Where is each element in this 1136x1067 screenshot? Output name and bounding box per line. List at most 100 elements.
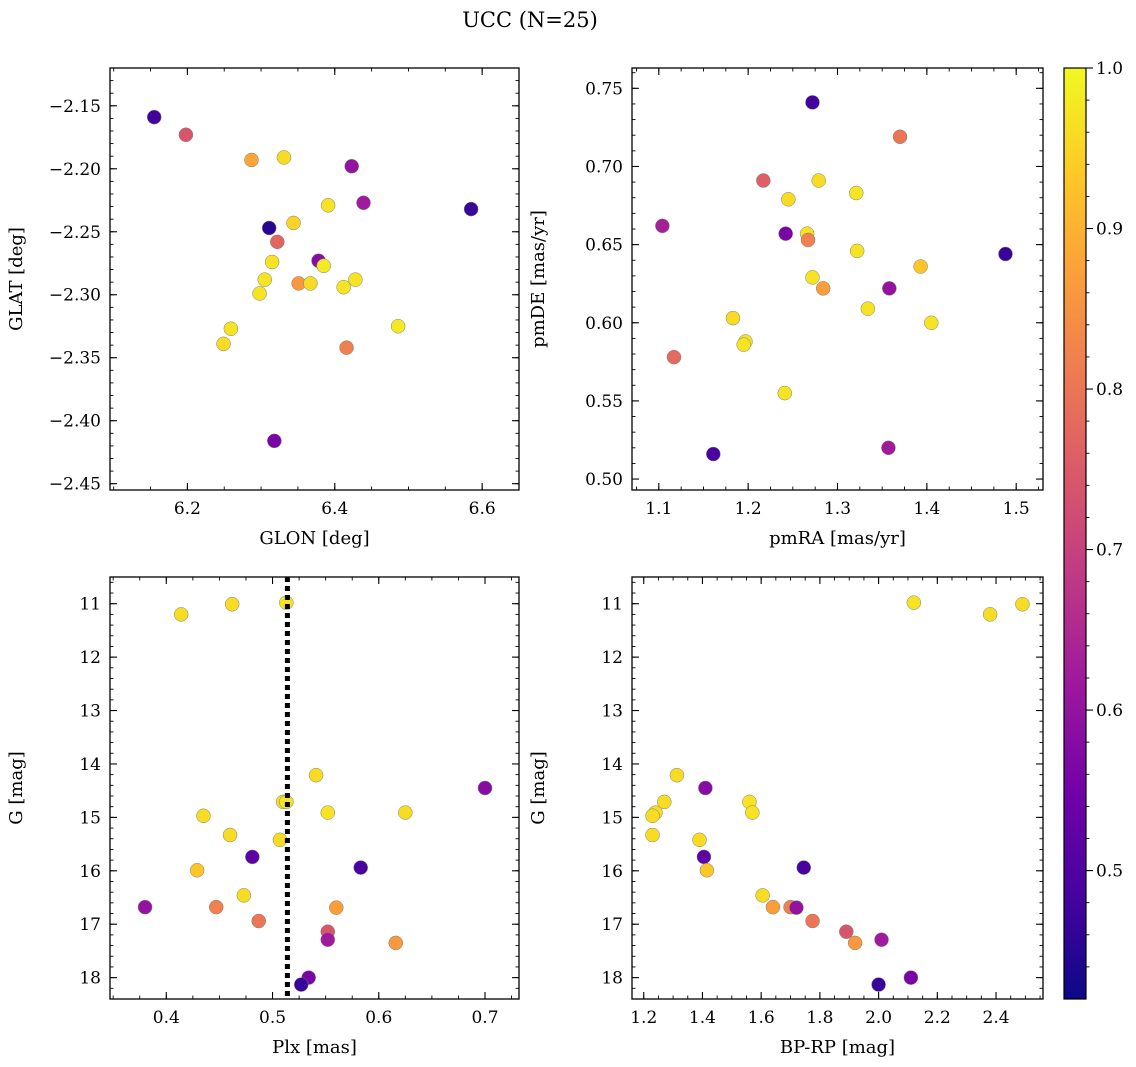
x-tick-label: 6.4 [321,499,348,519]
scatter-point [293,977,309,992]
x-axis-label: pmRA [mas/yr] [769,528,906,549]
scatter-point [903,970,919,985]
scatter-point [344,159,359,174]
scatter-point [789,900,804,915]
scatter-point [698,780,713,796]
colorbar-tick-label: 0.7 [1096,541,1123,561]
colorbar: 0.5 0.6 0.7 0.8 0.9 1.0 [1063,59,1123,1000]
y-tick-label: −2.40 [49,412,101,432]
scatter-point [756,173,771,188]
y-tick-label: 18 [601,969,623,989]
scatter-point [261,220,277,236]
x-tick-label: 2.2 [924,1008,951,1028]
y-tick-label: −2.30 [49,286,101,306]
scatter-point [303,276,318,291]
data-layer [146,109,479,449]
y-tick-label: 12 [601,648,623,668]
scatter-point [913,259,928,274]
y-axis-label: GLAT [deg] [6,227,27,331]
y-tick-label: 11 [601,595,623,615]
scatter-point [1015,596,1030,612]
colorbar-gradient [1063,67,1087,1000]
scatter-point [815,281,831,296]
data-layer [655,95,1013,462]
scatter-point [173,607,189,622]
scatter-point [224,596,240,612]
scatter-point [805,913,820,929]
scatter-point [881,440,896,456]
scatter-point [178,127,194,143]
scatter-point [755,888,770,903]
x-tick-label: 1.1 [645,499,672,519]
scatter-point [860,301,876,316]
scatter-point [765,899,781,915]
y-tick-label: 18 [79,969,101,989]
y-tick-label: −2.15 [49,97,101,117]
scatter-point [811,173,826,188]
scatter-point [308,767,324,783]
x-tick-label: 0.4 [153,1008,180,1028]
scatter-point [982,607,998,622]
y-tick-label: 16 [79,862,101,882]
scatter-point [244,152,259,168]
scatter-point [725,310,741,326]
y-axis-label: G [mag] [6,751,27,824]
scatter-point [874,932,889,947]
y-tick-label: 0.65 [585,236,623,256]
scatter-point [998,246,1013,262]
x-tick-label: 1.5 [1003,499,1030,519]
scatter-point [216,336,231,352]
scatter-point [189,863,205,878]
plot-frame [631,576,1044,1000]
scatter-point [388,935,404,951]
scatter-point [645,808,660,824]
scatter-point [336,279,351,295]
x-tick-label: 1.2 [735,499,762,519]
scatter-point [137,899,153,915]
y-tick-label: 13 [79,702,101,722]
scatter-point [805,95,820,110]
panel-bprp-g: 1.2 1.4 1.6 1.8 2.0 2.2 2.4 11 12 13 14 15 16 17 18 BP-… [528,576,1044,1058]
y-tick-label: 15 [601,808,623,828]
scatter-point [251,913,266,929]
scatter-point [339,340,354,355]
x-tick-label: 0.7 [471,1008,498,1028]
y-tick-label: 11 [79,595,101,615]
scatter-point [805,270,820,285]
x-tick-label: 0.6 [365,1008,392,1028]
scatter-point [800,232,816,248]
scatter-point [329,900,344,915]
x-tick-label: 2.4 [983,1008,1010,1028]
scatter-point [778,226,793,241]
scatter-point [655,218,670,234]
x-tick-label: 1.3 [824,499,851,519]
scatter-point [320,198,336,213]
y-tick-label: 13 [601,702,623,722]
scatter-point [666,349,682,365]
plot-frame [631,67,1044,491]
scatter-point [781,192,796,207]
x-axis-label: GLON [deg] [259,528,369,549]
y-tick-label: −2.35 [49,349,101,369]
y-tick-label: 16 [601,862,623,882]
y-tick-label: 0.75 [585,79,623,99]
scatter-point [849,185,864,201]
scatter-point [252,286,267,301]
scatter-point [356,195,371,211]
scatter-point [745,805,760,820]
x-tick-label: 0.5 [259,1008,286,1028]
scatter-point [398,805,413,820]
scatter-point [706,446,721,462]
scatter-point [236,888,252,903]
scatter-point [871,977,886,992]
y-tick-label: 0.60 [585,314,623,334]
y-tick-label: −2.20 [49,160,101,180]
x-tick-label: 1.8 [806,1008,833,1028]
scatter-point [657,794,672,810]
scatter-point [348,272,363,287]
y-tick-label: 15 [79,808,101,828]
y-tick-label: 0.55 [585,392,623,412]
panel-pmra-pmde: 1.1 1.2 1.3 1.4 1.5 0.50 0.55 0.60 0.65 0.70 0.75 p… [528,67,1044,549]
figure-title: UCC (N=25) [462,8,598,32]
